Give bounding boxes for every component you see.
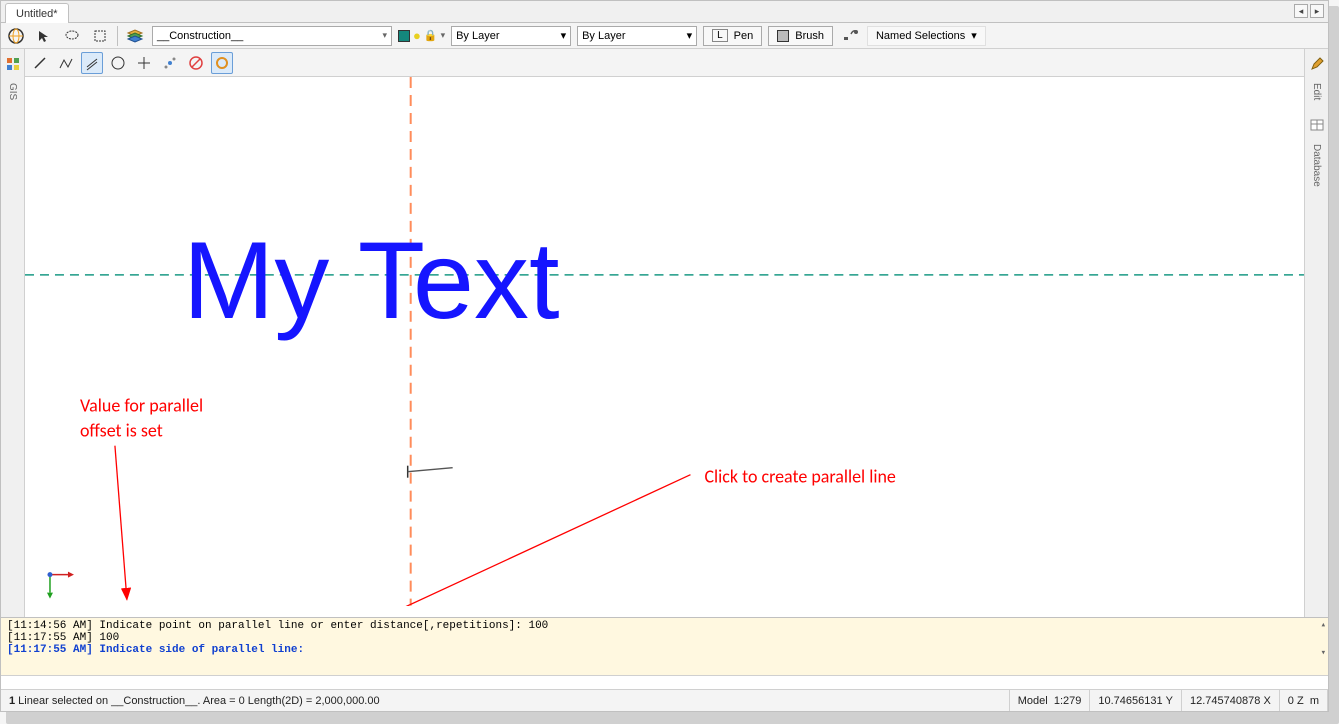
status-coord-z-val: 0 <box>1288 695 1294 707</box>
chevron-down-icon[interactable]: ▾ <box>441 30 446 41</box>
app-window: Untitled* ◂ ▸ __Construction__ ▾ <box>0 0 1329 712</box>
cursor-icon[interactable] <box>33 25 55 47</box>
status-coord-y-val: 10.74656131 <box>1098 695 1162 707</box>
status-coord-z: 0 Z m <box>1280 690 1328 711</box>
lightbulb-icon[interactable]: ● <box>413 28 421 43</box>
main-toolbar: __Construction__ ▾ ● 🔒 ▾ By Layer ▾ By L… <box>1 23 1328 49</box>
status-selection-text: 1 Linear selected on __Construction__. A… <box>9 695 380 707</box>
status-coord-x: 12.745740878 X <box>1182 690 1280 711</box>
vertex-tool-icon[interactable] <box>159 52 181 74</box>
named-selections-dropdown[interactable]: Named Selections ▾ <box>867 26 986 46</box>
annotation-left-line2: offset is set <box>80 420 163 442</box>
no-tool-icon[interactable] <box>185 52 207 74</box>
document-tab[interactable]: Untitled* <box>5 3 69 23</box>
status-model-label: Model <box>1018 695 1048 707</box>
console-line: [11:14:56 AM] Indicate point on parallel… <box>7 620 1322 632</box>
status-units: m <box>1310 695 1319 707</box>
status-selection: 1 Linear selected on __Construction__. A… <box>1 690 1010 711</box>
console-line: [11:17:55 AM] Indicate side of parallel … <box>7 644 1322 656</box>
console-scroll-down-icon[interactable]: ▾ <box>1321 648 1326 658</box>
lasso-icon[interactable] <box>61 25 83 47</box>
command-console[interactable]: [11:14:56 AM] Indicate point on parallel… <box>1 617 1328 675</box>
console-scroll-up-icon[interactable]: ▴ <box>1321 620 1326 630</box>
left-sidebar: GIS <box>1 49 25 617</box>
brush-swatch-icon <box>777 30 789 42</box>
chevron-down-icon: ▾ <box>382 30 387 41</box>
edit-panel-icon[interactable] <box>1306 53 1328 75</box>
tab-title: Untitled* <box>16 8 58 20</box>
status-coord-y-label: Y <box>1166 695 1173 707</box>
brush-button[interactable]: Brush <box>768 26 833 46</box>
svg-text:My Text: My Text <box>183 220 560 342</box>
eyedropper-icon[interactable] <box>839 25 861 47</box>
console-line: [11:17:55 AM] 100 <box>7 632 1322 644</box>
brush-label: Brush <box>795 30 824 42</box>
document-tabbar: Untitled* ◂ ▸ <box>1 1 1328 23</box>
status-model[interactable]: Model 1:279 <box>1010 690 1091 711</box>
gis-tab-label[interactable]: GIS <box>7 83 18 100</box>
lineweight-dropdown[interactable]: By Layer ▾ <box>577 26 697 46</box>
drawing-canvas[interactable]: My Text V <box>25 77 1304 606</box>
annotation-right-line1: Click to create parallel line <box>704 466 895 488</box>
globe-icon[interactable] <box>5 25 27 47</box>
gis-panel-icon[interactable] <box>2 53 24 75</box>
status-coord-x-val: 12.745740878 <box>1190 695 1260 707</box>
line-tool-icon[interactable] <box>29 52 51 74</box>
linetype-dropdown[interactable]: By Layer ▾ <box>451 26 571 46</box>
named-selections-label: Named Selections <box>876 30 965 42</box>
status-coord-y: 10.74656131 Y <box>1090 690 1182 711</box>
lineweight-value: By Layer <box>582 30 625 42</box>
parallel-line-tool-icon[interactable] <box>81 52 103 74</box>
database-tab-label[interactable]: Database <box>1311 144 1322 187</box>
workspace: GIS My Text <box>1 49 1328 617</box>
layers-icon[interactable] <box>124 25 146 47</box>
layer-name: __Construction__ <box>157 30 243 42</box>
draw-toolbar <box>25 49 1304 77</box>
pen-label: Pen <box>734 30 754 42</box>
point-tool-icon[interactable] <box>133 52 155 74</box>
pen-prefix: L <box>712 29 728 42</box>
database-panel-icon[interactable] <box>1306 114 1328 136</box>
chevron-down-icon: ▾ <box>687 29 693 42</box>
lock-icon[interactable]: 🔒 <box>424 29 438 42</box>
annotation-left-line1: Value for parallel <box>80 395 203 417</box>
tab-nav: ◂ ▸ <box>1294 4 1324 18</box>
right-sidebar: Edit Database <box>1304 49 1328 617</box>
tab-next-button[interactable]: ▸ <box>1310 4 1324 18</box>
tab-prev-button[interactable]: ◂ <box>1294 4 1308 18</box>
polyline-tool-icon[interactable] <box>55 52 77 74</box>
edit-tab-label[interactable]: Edit <box>1311 83 1322 100</box>
status-coord-z-label: Z <box>1297 695 1304 707</box>
chevron-down-icon: ▾ <box>561 29 567 42</box>
status-model-scale: 1:279 <box>1054 695 1082 707</box>
canvas-viewport[interactable]: My Text V <box>25 77 1304 617</box>
marquee-icon[interactable] <box>89 25 111 47</box>
pen-button[interactable]: L Pen <box>703 26 762 46</box>
layer-color-swatch[interactable] <box>398 30 410 42</box>
status-bar: 1 Linear selected on __Construction__. A… <box>1 689 1328 711</box>
status-coord-x-label: X <box>1263 695 1270 707</box>
chevron-down-icon: ▾ <box>971 29 977 42</box>
circle-tool-icon[interactable] <box>107 52 129 74</box>
circle-select-tool-icon[interactable] <box>211 52 233 74</box>
layer-dropdown[interactable]: __Construction__ ▾ <box>152 26 392 46</box>
linetype-value: By Layer <box>456 30 499 42</box>
